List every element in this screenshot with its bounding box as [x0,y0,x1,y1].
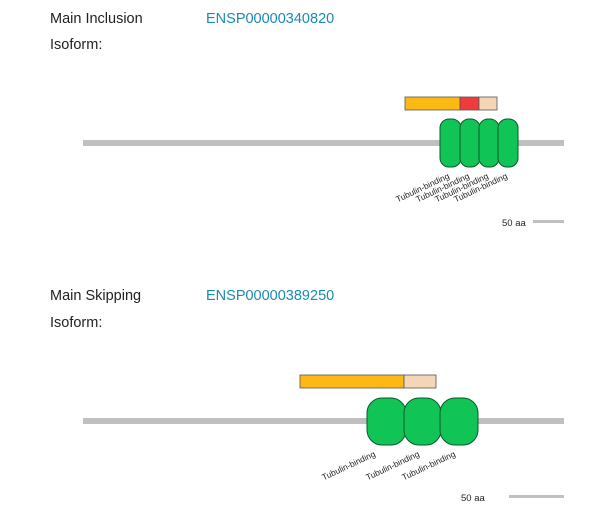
isoform-id-link[interactable]: ENSP00000340820 [206,11,335,27]
isoform-label-line2: Isoform: [50,37,103,53]
skipping-protein-diagram: Tubulin-binding Tubulin-binding Tubulin-… [83,374,564,504]
exon-segment-3 [478,96,498,111]
domain-tubulin-binding [439,118,462,168]
protein-backbone [83,140,564,146]
inclusion-isoform-panel: Main Inclusion Isoform: ENSP00000340820 … [0,0,604,250]
exon-segment-2 [459,96,480,111]
exon-segment-2 [403,374,437,389]
isoform-id-link[interactable]: ENSP00000389250 [206,288,335,304]
scale-bar [509,495,564,498]
isoform-label-line1: Main Skipping [50,288,142,304]
protein-backbone [83,418,564,424]
domain-tubulin-binding [497,118,519,168]
inclusion-protein-diagram: Tubulin-binding Tubulin-binding Tubulin-… [83,96,564,229]
isoform-label-line1: Main Inclusion [50,11,143,27]
exon-segment-1 [299,374,405,389]
domain-tubulin-binding [403,397,442,446]
isoform-label-line2: Isoform: [50,315,103,331]
domain-tubulin-binding [439,397,479,446]
domain-tubulin-binding [459,118,481,168]
scale-bar-label: 50 aa [502,218,526,229]
skipping-isoform-panel: Main Skipping Isoform: ENSP00000389250 T… [0,280,604,515]
exon-segment-1 [404,96,461,111]
scale-bar [533,220,564,223]
domain-tubulin-binding [478,118,500,168]
domain-tubulin-binding [366,397,407,446]
scale-bar-label: 50 aa [461,493,485,504]
